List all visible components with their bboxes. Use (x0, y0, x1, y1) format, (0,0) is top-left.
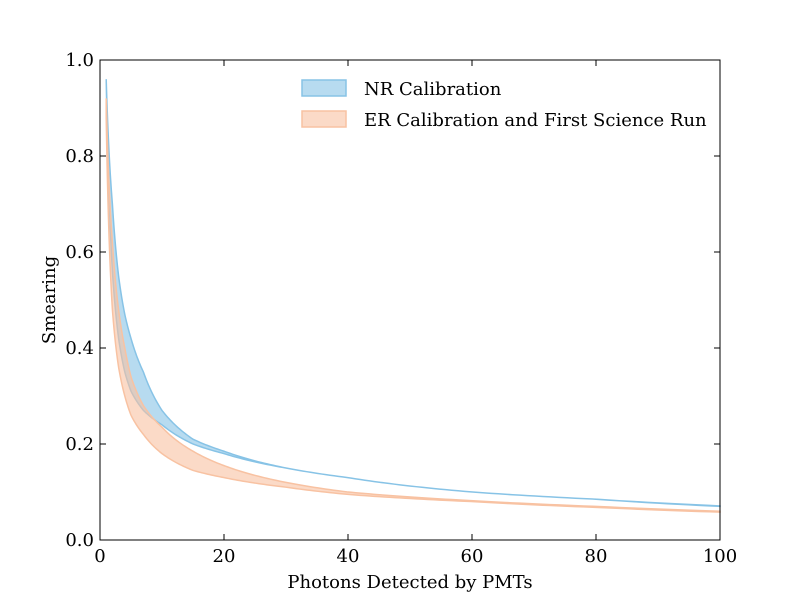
y-tick-label: 1.0 (65, 50, 94, 71)
y-tick-label: 0.4 (65, 338, 94, 359)
x-tick-label: 100 (703, 546, 737, 567)
series-band-1 (105, 98, 721, 513)
x-axis-label: Photons Detected by PMTs (287, 572, 532, 593)
y-tick-label: 0.2 (65, 434, 94, 455)
x-tick-label: 40 (337, 546, 360, 567)
x-tick-label: 80 (585, 546, 608, 567)
y-tick-label: 0.8 (65, 146, 94, 167)
legend: NR Calibration ER Calibration and First S… (301, 79, 707, 131)
legend-swatch-1 (301, 110, 347, 128)
y-axis-label: Smearing (39, 256, 60, 344)
x-tick-label: 0 (94, 546, 105, 567)
x-tick-label: 60 (461, 546, 484, 567)
y-tick-label: 0.6 (65, 242, 94, 263)
plot-frame (99, 59, 721, 541)
legend-label-1: ER Calibration and First Science Run (364, 110, 707, 131)
series-band-0 (105, 79, 721, 508)
ticks: 0 20 40 60 80 100 0.0 0.2 0.4 0.6 0.8 1.0 (65, 50, 737, 567)
legend-swatch-0 (301, 79, 347, 97)
legend-label-0: NR Calibration (364, 79, 502, 100)
x-tick-label: 20 (213, 546, 236, 567)
plot-fills (105, 79, 721, 513)
y-tick-label: 0.0 (65, 530, 94, 551)
